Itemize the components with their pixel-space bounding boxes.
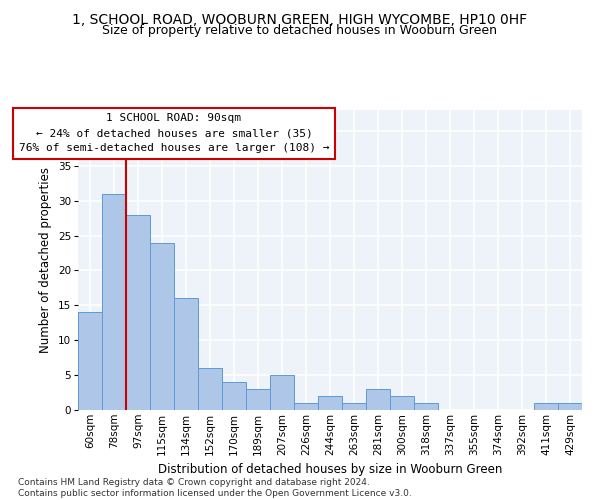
Text: 1 SCHOOL ROAD: 90sqm
← 24% of detached houses are smaller (35)
76% of semi-detac: 1 SCHOOL ROAD: 90sqm ← 24% of detached h… [19, 114, 329, 153]
Bar [534, 403, 558, 410]
Bar [102, 194, 126, 410]
Text: 1, SCHOOL ROAD, WOOBURN GREEN, HIGH WYCOMBE, HP10 0HF: 1, SCHOOL ROAD, WOOBURN GREEN, HIGH WYCO… [73, 12, 527, 26]
Bar [366, 389, 390, 410]
Bar [342, 403, 366, 410]
Bar [390, 396, 414, 410]
Bar [198, 368, 222, 410]
Bar [174, 298, 198, 410]
Bar [150, 242, 174, 410]
Bar [126, 214, 150, 410]
Bar [294, 403, 318, 410]
Bar [78, 312, 102, 410]
Bar [318, 396, 342, 410]
Bar [558, 403, 582, 410]
Text: Size of property relative to detached houses in Wooburn Green: Size of property relative to detached ho… [103, 24, 497, 37]
Bar [270, 375, 294, 410]
X-axis label: Distribution of detached houses by size in Wooburn Green: Distribution of detached houses by size … [158, 463, 502, 476]
Y-axis label: Number of detached properties: Number of detached properties [39, 167, 52, 353]
Bar [222, 382, 246, 410]
Text: Contains HM Land Registry data © Crown copyright and database right 2024.
Contai: Contains HM Land Registry data © Crown c… [18, 478, 412, 498]
Bar [414, 403, 438, 410]
Bar [246, 389, 270, 410]
